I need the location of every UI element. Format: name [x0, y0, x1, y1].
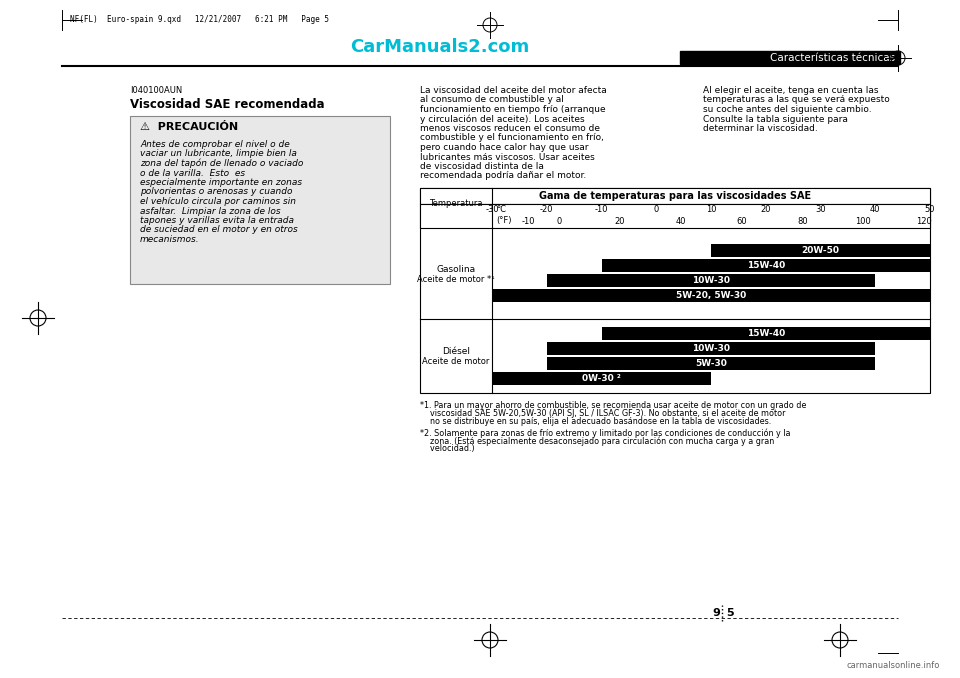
Text: polvorientas o arenosas y cuando: polvorientas o arenosas y cuando	[140, 188, 293, 197]
Text: menos viscosos reducen el consumo de: menos viscosos reducen el consumo de	[420, 124, 600, 133]
Text: de viscosidad distinta de la: de viscosidad distinta de la	[420, 162, 544, 171]
Text: mecanismos.: mecanismos.	[140, 235, 200, 244]
Text: Temperatura: Temperatura	[429, 199, 483, 209]
Text: NF(FL)  Euro-spain 9.qxd   12/21/2007   6:21 PM   Page 5: NF(FL) Euro-spain 9.qxd 12/21/2007 6:21 …	[70, 15, 329, 24]
Bar	[492, 290, 930, 302]
Text: recomendada podría dañar el motor.: recomendada podría dañar el motor.	[420, 172, 587, 180]
Text: Antes de comprobar el nivel o de: Antes de comprobar el nivel o de	[140, 140, 290, 149]
Text: 9: 9	[712, 608, 720, 618]
Bar	[547, 275, 876, 287]
Text: 15W-40: 15W-40	[747, 262, 785, 271]
Text: 10: 10	[706, 205, 716, 214]
Text: -10: -10	[522, 216, 536, 226]
Text: Aceite de motor: Aceite de motor	[422, 357, 490, 366]
Text: viscosidad SAE 5W-20,5W-30 (API SJ, SL / ILSAC GF-3). No obstante, si el aceite : viscosidad SAE 5W-20,5W-30 (API SJ, SL /…	[420, 409, 785, 418]
Text: velocidad.): velocidad.)	[420, 444, 474, 453]
Text: *2. Solamente para zonas de frío extremo y limitado por las condiciones de condu: *2. Solamente para zonas de frío extremo…	[420, 428, 790, 437]
Text: temperaturas a las que se verá expuesto: temperaturas a las que se verá expuesto	[703, 96, 890, 104]
Text: °C: °C	[496, 205, 506, 214]
Text: carmanualsonline.info: carmanualsonline.info	[847, 661, 940, 670]
Text: combustible y el funcionamiento en frío,: combustible y el funcionamiento en frío,	[420, 134, 604, 142]
Text: 0W-30 ²: 0W-30 ²	[582, 374, 621, 383]
Text: Gama de temperaturas para las viscosidades SAE: Gama de temperaturas para las viscosidad…	[539, 191, 811, 201]
Text: 15W-40: 15W-40	[747, 329, 785, 338]
Text: el vehículo circula por caminos sin: el vehículo circula por caminos sin	[140, 197, 296, 206]
Text: I040100AUN: I040100AUN	[130, 86, 182, 95]
Bar	[680, 51, 900, 64]
Bar	[547, 342, 876, 355]
Text: (°F): (°F)	[496, 216, 512, 226]
Bar	[492, 372, 711, 385]
Text: vaciar un lubricante, limpie bien la: vaciar un lubricante, limpie bien la	[140, 150, 297, 159]
Text: 40: 40	[870, 205, 880, 214]
Bar	[602, 327, 930, 340]
Text: ⚠  PRECAUCIÓN: ⚠ PRECAUCIÓN	[140, 122, 238, 132]
Text: de suciedad en el motor y en otros: de suciedad en el motor y en otros	[140, 226, 298, 235]
Text: 80: 80	[797, 216, 807, 226]
Text: Al elegir el aceite, tenga en cuenta las: Al elegir el aceite, tenga en cuenta las	[703, 86, 878, 95]
Text: Características técnicas: Características técnicas	[770, 53, 895, 63]
Text: 40: 40	[675, 216, 685, 226]
Bar	[711, 244, 930, 258]
Text: tapones y varillas evita la entrada: tapones y varillas evita la entrada	[140, 216, 294, 225]
Text: especialmente importante en zonas: especialmente importante en zonas	[140, 178, 302, 187]
Text: 60: 60	[736, 216, 747, 226]
Text: o de la varilla.  Esto  es: o de la varilla. Esto es	[140, 169, 245, 178]
Text: funcionamiento en tiempo frío (arranque: funcionamiento en tiempo frío (arranque	[420, 105, 606, 114]
Text: pero cuando hace calor hay que usar: pero cuando hace calor hay que usar	[420, 143, 588, 152]
Text: zona del tapón de llenado o vaciado: zona del tapón de llenado o vaciado	[140, 159, 303, 169]
Bar	[602, 260, 930, 273]
Text: Aceite de motor *¹: Aceite de motor *¹	[418, 275, 494, 284]
Text: Gasolina: Gasolina	[437, 265, 475, 274]
Text: CarManuals2.com: CarManuals2.com	[350, 38, 529, 56]
Text: y circulación del aceite). Los aceites: y circulación del aceite). Los aceites	[420, 115, 585, 124]
Bar	[420, 204, 930, 228]
Text: Diésel: Diésel	[442, 347, 470, 357]
Text: 10W-30: 10W-30	[692, 344, 730, 353]
Text: 30: 30	[815, 205, 826, 214]
Text: al consumo de combustible y al: al consumo de combustible y al	[420, 96, 564, 104]
Text: 0: 0	[654, 205, 659, 214]
Text: 5: 5	[726, 608, 733, 618]
Text: 20W-50: 20W-50	[802, 246, 839, 256]
Text: 0: 0	[556, 216, 562, 226]
Text: 20: 20	[760, 205, 771, 214]
Text: determinar la viscosidad.: determinar la viscosidad.	[703, 124, 818, 133]
Text: -20: -20	[540, 205, 554, 214]
Text: no se distribuye en su país, elija el adecuado basándose en la tabla de viscosid: no se distribuye en su país, elija el ad…	[420, 417, 771, 426]
Text: 5W-30: 5W-30	[695, 359, 727, 368]
Text: -10: -10	[595, 205, 609, 214]
Bar	[420, 188, 930, 204]
Text: lubricantes más viscosos. Usar aceites: lubricantes más viscosos. Usar aceites	[420, 153, 595, 161]
Text: -30: -30	[485, 205, 499, 214]
Text: La viscosidad del aceite del motor afecta: La viscosidad del aceite del motor afect…	[420, 86, 607, 95]
Text: *1. Para un mayor ahorro de combustible, se recomienda usar aceite de motor con : *1. Para un mayor ahorro de combustible,…	[420, 401, 806, 410]
Bar	[130, 116, 390, 284]
Bar	[547, 357, 876, 370]
Text: asfaltar.  Limpiar la zona de los: asfaltar. Limpiar la zona de los	[140, 207, 280, 216]
Text: zona. (Está especialmente desaconsejado para circulación con mucha carga y a gra: zona. (Está especialmente desaconsejado …	[420, 436, 775, 445]
Text: Viscosidad SAE recomendada: Viscosidad SAE recomendada	[130, 98, 324, 111]
Bar	[420, 188, 930, 393]
Text: 50: 50	[924, 205, 935, 214]
Text: 100: 100	[855, 216, 871, 226]
Text: Consulte la tabla siguiente para: Consulte la tabla siguiente para	[703, 115, 848, 123]
Text: 20: 20	[614, 216, 625, 226]
Text: 10W-30: 10W-30	[692, 277, 730, 285]
Text: su coche antes del siguiente cambio.: su coche antes del siguiente cambio.	[703, 105, 872, 114]
Text: 120: 120	[916, 216, 932, 226]
Text: 5W-20, 5W-30: 5W-20, 5W-30	[676, 292, 746, 300]
